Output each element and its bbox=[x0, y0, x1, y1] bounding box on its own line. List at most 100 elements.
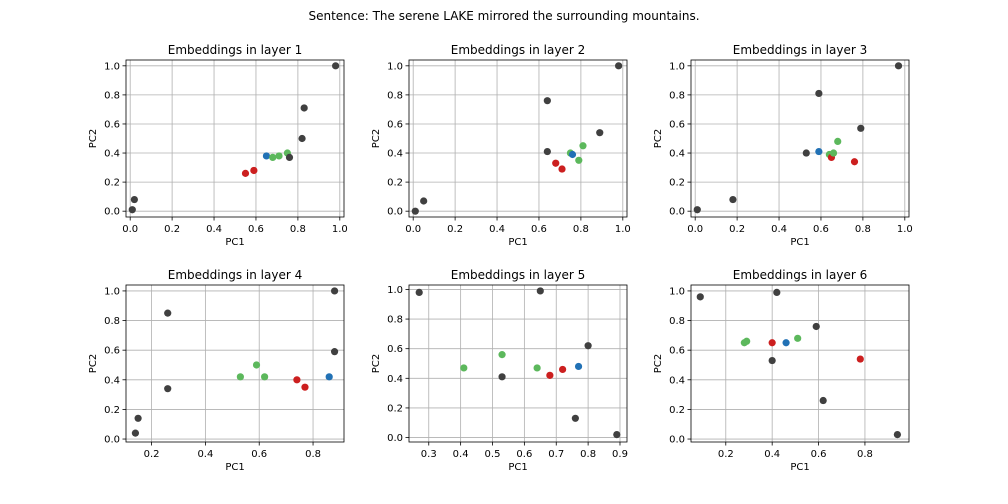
subplots-grid: 0.0 0.2 0.4 0.6 0.8 1.0 0.0 0.2 0.4 0.6 0.8 1.0 Embe… bbox=[88, 43, 913, 473]
subplot-title: Embeddings in layer 4 bbox=[168, 268, 302, 282]
x-tick-label: 0.5 bbox=[485, 449, 501, 460]
scatter-point-green bbox=[533, 364, 541, 372]
subplot-title: Embeddings in layer 6 bbox=[733, 268, 867, 282]
scatter-point-green bbox=[460, 364, 468, 372]
y-tick-label: 0.8 bbox=[104, 316, 120, 327]
scatter-point-green bbox=[252, 361, 261, 369]
axes-frame bbox=[690, 284, 910, 443]
scatter-point-red bbox=[250, 166, 258, 175]
x-axis-label: PC1 bbox=[225, 237, 244, 248]
scatter-point-green bbox=[261, 373, 269, 381]
y-tick-label: 0.8 bbox=[669, 90, 685, 101]
scatter-point-red bbox=[552, 159, 560, 167]
subplot-layer-5: 0.3 0.4 0.5 0.6 0.7 0.8 0.9 0.0 0.2 0.4 0.6 0.8 1.0 E… bbox=[371, 268, 628, 473]
scatter-point-gray bbox=[571, 414, 579, 422]
x-axis-label: PC1 bbox=[508, 462, 527, 473]
scatter-point-red bbox=[546, 371, 554, 379]
y-tick-label: 0.2 bbox=[104, 405, 120, 416]
scatter-point-gray bbox=[543, 97, 551, 105]
scatter-point-gray bbox=[696, 293, 704, 301]
scatter-point-gray bbox=[128, 206, 136, 214]
figure-suptitle: Sentence: The serene LAKE mirrored the s… bbox=[308, 9, 699, 23]
scatter-point-gray bbox=[615, 62, 623, 70]
y-tick-label: 0.2 bbox=[669, 405, 685, 416]
x-tick-label: 0.8 bbox=[573, 224, 589, 235]
scatter-point-gray bbox=[596, 129, 604, 137]
scatter-point-green bbox=[236, 373, 244, 381]
scatter-point-green bbox=[834, 137, 842, 146]
scatter-point-gray bbox=[415, 288, 423, 297]
scatter-point-red bbox=[241, 169, 250, 177]
x-tick-label: 0.0 bbox=[405, 224, 421, 235]
scatter-point-red bbox=[559, 365, 567, 374]
x-tick-label: 0.4 bbox=[197, 449, 213, 460]
x-tick-label: 0.2 bbox=[164, 224, 180, 235]
x-tick-label: 0.8 bbox=[290, 224, 306, 235]
x-tick-label: 0.7 bbox=[548, 449, 564, 460]
x-axis-label: PC1 bbox=[790, 462, 809, 473]
y-tick-label: 0.8 bbox=[669, 316, 685, 327]
scatter-point-gray bbox=[330, 348, 339, 356]
x-tick-label: 0.6 bbox=[531, 224, 547, 235]
scatter-point-blue bbox=[782, 339, 790, 347]
scatter-point-blue bbox=[262, 152, 271, 160]
scatter-point-green bbox=[794, 334, 802, 342]
y-tick-label: 1.0 bbox=[669, 286, 685, 297]
subplot-layer-1: 0.0 0.2 0.4 0.6 0.8 1.0 0.0 0.2 0.4 0.6 0.8 1.0 Embe… bbox=[88, 43, 348, 248]
y-tick-label: 0.8 bbox=[387, 315, 403, 326]
y-tick-label: 0.0 bbox=[387, 207, 403, 218]
y-tick-label: 0.4 bbox=[669, 375, 685, 386]
x-axis-label: PC1 bbox=[225, 462, 244, 473]
scatter-point-gray bbox=[131, 429, 140, 437]
y-axis-label: PC2 bbox=[88, 129, 99, 148]
x-tick-label: 0.8 bbox=[857, 449, 873, 460]
scatter-point-blue bbox=[574, 362, 583, 371]
axes-frame bbox=[408, 59, 628, 218]
x-tick-label: 0.6 bbox=[811, 449, 827, 460]
y-tick-label: 0.4 bbox=[104, 375, 120, 386]
y-axis-label: PC2 bbox=[653, 354, 664, 373]
subplot-layer-4: 0.2 0.4 0.6 0.8 0.0 0.2 0.4 0.6 0.8 1.0 Embeddings… bbox=[88, 268, 345, 473]
x-tick-label: 0.6 bbox=[248, 224, 264, 235]
y-tick-label: 1.0 bbox=[387, 61, 403, 72]
y-tick-label: 0.2 bbox=[387, 403, 403, 414]
x-axis-label: PC1 bbox=[508, 237, 527, 248]
scatter-point-gray bbox=[134, 414, 142, 422]
scatter-point-red bbox=[301, 383, 309, 391]
scatter-point-gray bbox=[584, 342, 592, 350]
scatter-point-gray bbox=[300, 104, 308, 112]
y-tick-label: 0.0 bbox=[104, 435, 120, 446]
x-tick-label: 0.0 bbox=[687, 224, 703, 235]
y-tick-label: 1.0 bbox=[104, 61, 120, 72]
scatter-point-gray bbox=[768, 356, 776, 365]
y-tick-label: 0.4 bbox=[104, 149, 120, 160]
y-axis-label: PC2 bbox=[653, 129, 664, 148]
y-tick-label: 0.6 bbox=[387, 344, 403, 355]
scatter-point-red bbox=[856, 355, 864, 363]
x-axis-label: PC1 bbox=[790, 237, 809, 248]
x-tick-label: 1.0 bbox=[615, 224, 631, 235]
scatter-point-gray bbox=[819, 396, 827, 405]
scatter-point-gray bbox=[420, 197, 428, 205]
scatter-point-blue bbox=[325, 373, 333, 381]
scatter-point-green bbox=[269, 153, 277, 161]
scatter-point-green bbox=[498, 351, 506, 359]
scatter-point-red bbox=[768, 339, 776, 347]
x-tick-label: 1.0 bbox=[332, 224, 348, 235]
scatter-point-gray bbox=[815, 89, 823, 98]
x-tick-label: 1.0 bbox=[897, 224, 913, 235]
axes-frame bbox=[408, 284, 628, 443]
y-tick-label: 1.0 bbox=[387, 285, 403, 296]
y-tick-label: 0.0 bbox=[387, 433, 403, 444]
subplot-layer-2: 0.0 0.2 0.4 0.6 0.8 1.0 0.0 0.2 0.4 0.6 0.8 1.0 Embe… bbox=[371, 43, 631, 248]
y-axis-label: PC2 bbox=[88, 354, 99, 373]
x-tick-label: 0.8 bbox=[580, 449, 596, 460]
scatter-point-gray bbox=[613, 430, 621, 439]
subplot-title: Embeddings in layer 3 bbox=[733, 43, 867, 57]
x-tick-label: 0.8 bbox=[855, 224, 871, 235]
y-tick-label: 1.0 bbox=[104, 286, 120, 297]
scatter-point-blue bbox=[568, 150, 577, 159]
scatter-point-green bbox=[579, 142, 587, 150]
x-tick-label: 0.3 bbox=[421, 449, 437, 460]
